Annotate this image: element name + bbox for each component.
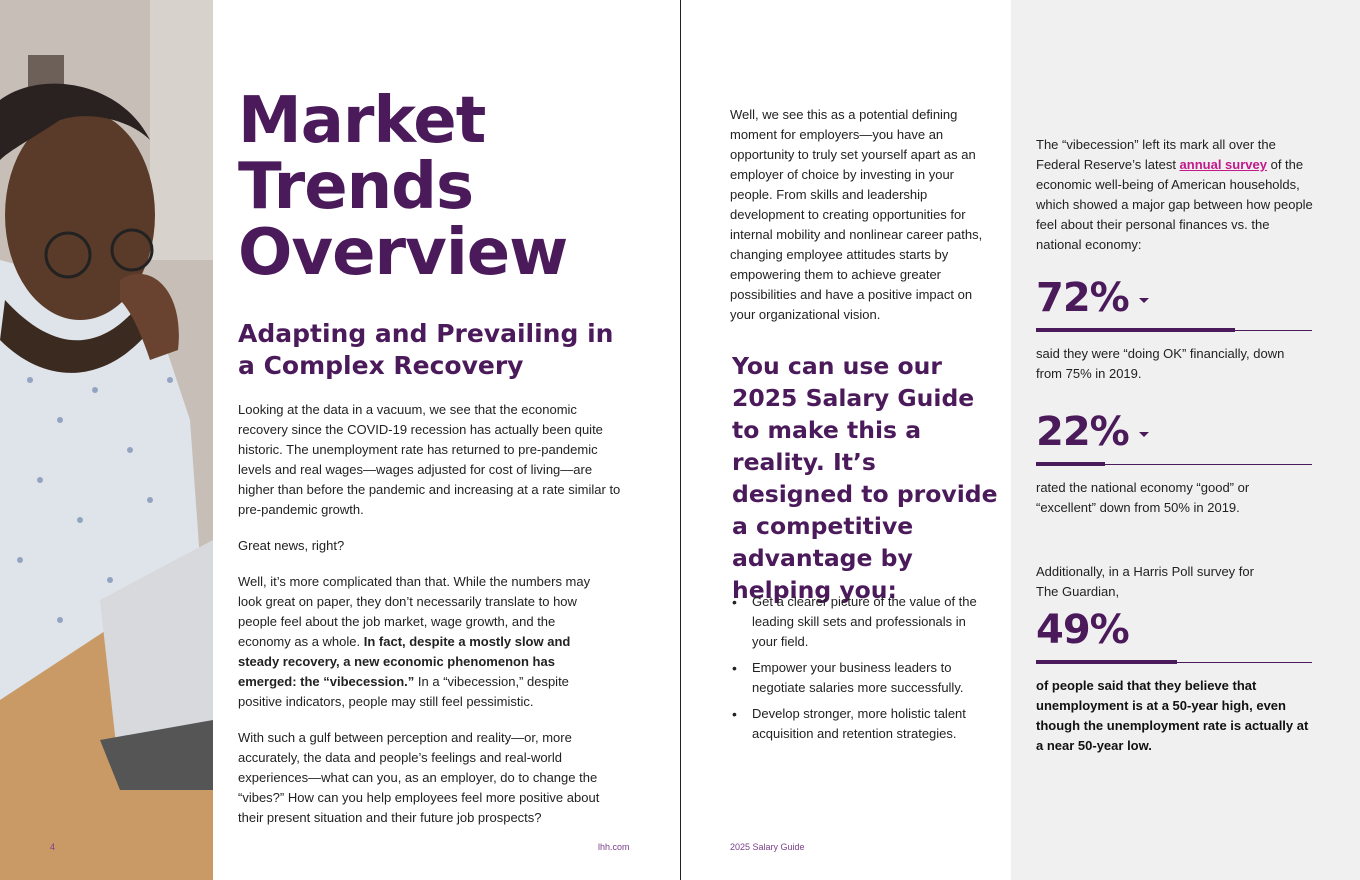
paragraph-text: In a “vibecession,” despite positive ind… — [238, 674, 569, 709]
stat-bar-track — [1036, 462, 1312, 466]
footer-website-link[interactable]: lhh.com — [598, 842, 630, 852]
paragraph-text: Well, it’s more complicated than that. W… — [238, 574, 591, 649]
salary-guide-callout: You can use our 2025 Salary Guide to mak… — [732, 352, 998, 604]
title-line: Trends — [238, 150, 474, 224]
stat-bar-fill — [1036, 462, 1105, 466]
page-title: Market Trends Overview — [238, 88, 658, 286]
stat-bar-track — [1036, 328, 1312, 332]
page-number-left: 4 — [50, 842, 56, 852]
stat-bar-fill — [1036, 660, 1177, 664]
sidebar-intro-text: of the economic well-being of American h… — [1036, 157, 1313, 252]
title-line: Overview — [238, 216, 568, 290]
stat-value-72: 72% — [1036, 276, 1149, 320]
paragraph-perception-gulf: With such a gulf between perception and … — [238, 730, 600, 825]
paragraph-vibecession: Well, it’s more complicated than that. W… — [238, 572, 598, 712]
stat-description: of people said that they believe that un… — [1036, 678, 1309, 753]
title-line: Market — [238, 84, 486, 158]
page-divider — [680, 0, 681, 880]
section-subtitle: Adapting and Prevailing in a Complex Rec… — [238, 319, 614, 380]
caret-down-icon — [1138, 297, 1149, 303]
caret-down-icon — [1138, 431, 1149, 437]
list-item: Empower your business leaders to negotia… — [730, 658, 990, 698]
paragraph-data-vacuum: Looking at the data in a vacuum, we see … — [238, 402, 621, 517]
annual-survey-link[interactable]: annual survey — [1179, 157, 1267, 172]
hero-photo — [0, 0, 213, 880]
stat-description: rated the national economy “good” or “ex… — [1036, 480, 1250, 515]
sidebar-intro-text: The “vibecession” left its mark all over… — [1036, 137, 1276, 172]
stat-value-49: 49% — [1036, 607, 1130, 653]
stats-sidebar — [1011, 0, 1360, 880]
list-item: Develop stronger, more holistic talent a… — [730, 704, 990, 744]
harris-poll-intro: Additionally, in a Harris Poll survey fo… — [1036, 564, 1254, 599]
stat-bar-track — [1036, 660, 1312, 664]
stat-description: said they were “doing OK” financially, d… — [1036, 346, 1285, 381]
stat-value-22: 22% — [1036, 410, 1149, 454]
paragraph-defining-moment: Well, we see this as a potential definin… — [730, 107, 983, 322]
benefits-list: Get a clearer picture of the value of th… — [730, 592, 990, 750]
stat-bar-fill — [1036, 328, 1235, 332]
stat-number: 49% — [1036, 607, 1130, 653]
footer-guide-label: 2025 Salary Guide — [730, 842, 805, 852]
list-item: Get a clearer picture of the value of th… — [730, 592, 990, 652]
paragraph-great-news: Great news, right? — [238, 538, 345, 553]
stat-number: 22% — [1036, 409, 1130, 455]
stat-number: 72% — [1036, 275, 1130, 321]
sidebar-intro: The “vibecession” left its mark all over… — [1036, 135, 1316, 255]
man-with-laptop-illustration — [0, 0, 213, 880]
paragraph-emphasis: In fact, despite a mostly slow and stead… — [238, 634, 571, 689]
